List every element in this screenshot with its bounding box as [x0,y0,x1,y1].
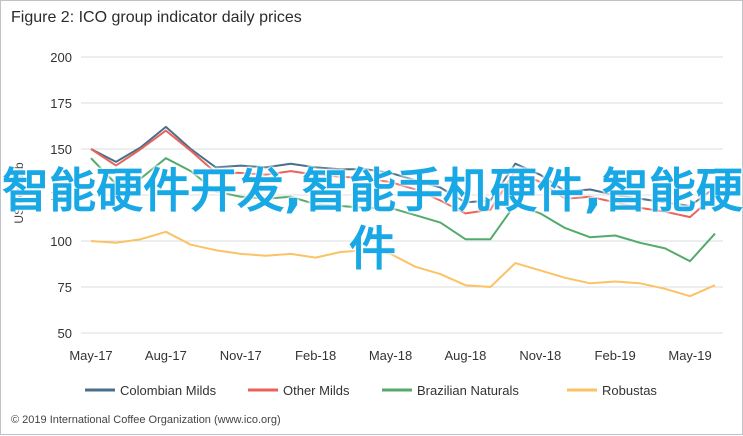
legend-label: Colombian Milds [120,383,217,398]
series-line-brazilian-naturals [90,157,716,263]
y-tick-label: 125 [50,188,72,203]
y-tick-labels: 50 75 100 125 150 175 200 [50,50,72,341]
y-axis-label: US cents/lb [12,162,26,224]
y-tick-label: 150 [50,142,72,157]
legend-label: Robustas [602,383,657,398]
legend: Colombian Milds Other Milds Brazilian Natu… [85,383,657,398]
grid-lines [81,56,723,334]
series-line-other-milds [90,129,716,219]
x-tick-label: Nov-17 [220,348,262,363]
y-tick-label: 175 [50,96,72,111]
x-tick-label: Aug-17 [145,348,187,363]
x-tick-label: May-17 [69,348,112,363]
legend-entry: Colombian Milds [85,383,217,398]
y-tick-label: 100 [50,234,72,249]
legend-entry: Other Milds [248,383,350,398]
chart-title: Figure 2: ICO group indicator daily pric… [11,9,302,26]
x-tick-label: Nov-18 [519,348,561,363]
x-tick-label: Aug-18 [444,348,486,363]
legend-label: Other Milds [283,383,350,398]
y-tick-label: 200 [50,50,72,65]
series-line-robustas [90,230,716,298]
series-line-colombian-milds [90,125,716,207]
legend-entry: Robustas [567,383,657,398]
y-tick-label: 50 [58,326,72,341]
series-lines [90,125,716,298]
x-tick-label: May-18 [369,348,412,363]
legend-label: Brazilian Naturals [417,383,519,398]
x-tick-label: Feb-18 [295,348,336,363]
x-tick-label: May-19 [668,348,711,363]
x-tick-labels: May-17 Aug-17 Nov-17 Feb-18 May-18 Aug-18 Nov-… [69,348,711,363]
y-tick-label: 75 [58,280,72,295]
copyright-footer: © 2019 International Coffee Organization… [11,414,281,426]
legend-entry: Brazilian Naturals [382,383,519,398]
x-tick-label: Feb-19 [595,348,636,363]
